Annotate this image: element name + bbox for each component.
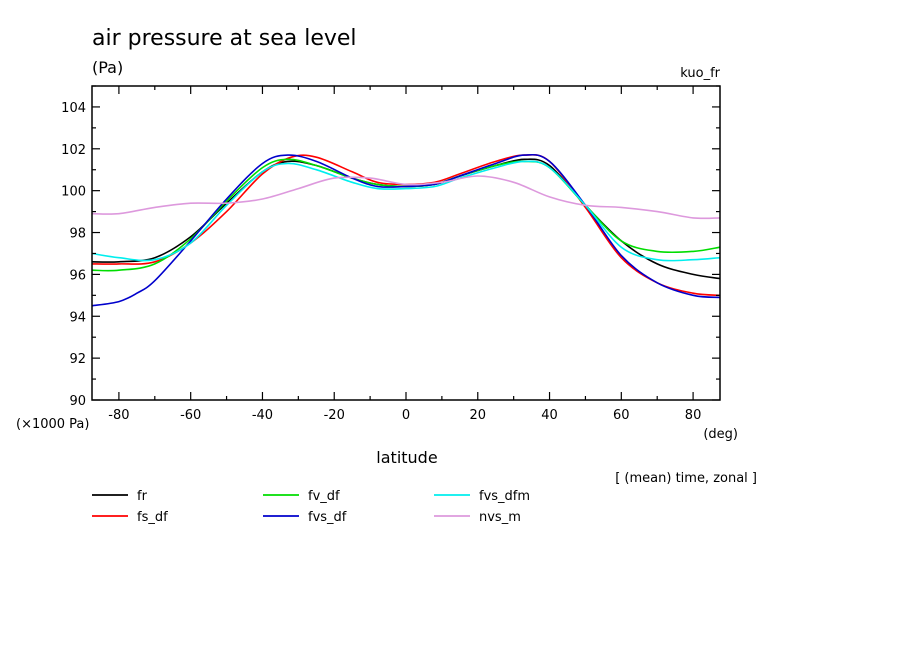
y-tick-label: 90 — [69, 394, 86, 409]
legend-item-fr: fr — [92, 489, 148, 504]
series-line-fvs_dfm — [91, 160, 721, 262]
y-tick-label: 104 — [61, 101, 86, 116]
series-line-fvs_df — [91, 153, 721, 307]
plot-frame — [91, 85, 721, 401]
legend-label: fvs_df — [308, 510, 347, 525]
series-line-fs_df — [91, 153, 721, 297]
legend-label: fvs_dfm — [479, 489, 530, 504]
x-tick-label: 80 — [685, 408, 702, 423]
chart-title: air pressure at sea level — [92, 26, 357, 51]
y-tick-label: 100 — [61, 185, 86, 200]
y-tick-label: 98 — [69, 227, 86, 242]
series-line-fv_df — [91, 158, 721, 272]
x-tick-label: -20 — [324, 408, 345, 423]
chart-subtitle: [ (mean) time, zonal ] — [615, 471, 757, 486]
x-tick-label: 0 — [402, 408, 410, 423]
legend-item-fv_df: fv_df — [263, 489, 340, 504]
x-tick-label: 40 — [541, 408, 558, 423]
y-tick-label: 102 — [61, 143, 86, 158]
legend-label: fv_df — [308, 489, 340, 504]
series-line-nvs_m — [91, 175, 721, 220]
y-scale-label: (×1000 Pa) — [16, 417, 89, 432]
y-tick-label: 92 — [69, 352, 86, 367]
x-tick-label: -80 — [108, 408, 129, 423]
axis-layer: -80 -60 -40 -20 0 20 40 60 80 90 92 94 96 98 100 102 104 — [61, 85, 720, 423]
y-tick-label: 96 — [69, 268, 86, 283]
legend: fr fs_df fv_df fvs_df fvs_dfm nvs_m — [92, 489, 530, 525]
x-tick-label: 60 — [613, 408, 630, 423]
y-tick-label: 94 — [69, 310, 86, 325]
x-tick-label: 20 — [469, 408, 486, 423]
x-unit-label: (deg) — [703, 427, 738, 442]
legend-item-fs_df: fs_df — [92, 510, 168, 525]
legend-item-fvs_dfm: fvs_dfm — [434, 489, 530, 504]
legend-label: nvs_m — [479, 510, 521, 525]
x-tick-label: -60 — [180, 408, 201, 423]
legend-label: fr — [137, 489, 148, 504]
unit-label: (Pa) — [92, 58, 123, 77]
run-label: kuo_fr — [680, 66, 720, 81]
legend-item-fvs_df: fvs_df — [263, 510, 347, 525]
legend-item-nvs_m: nvs_m — [434, 510, 521, 525]
x-tick-label: -40 — [252, 408, 273, 423]
legend-label: fs_df — [137, 510, 168, 525]
series-layer — [91, 153, 721, 307]
x-axis-title: latitude — [376, 448, 437, 467]
